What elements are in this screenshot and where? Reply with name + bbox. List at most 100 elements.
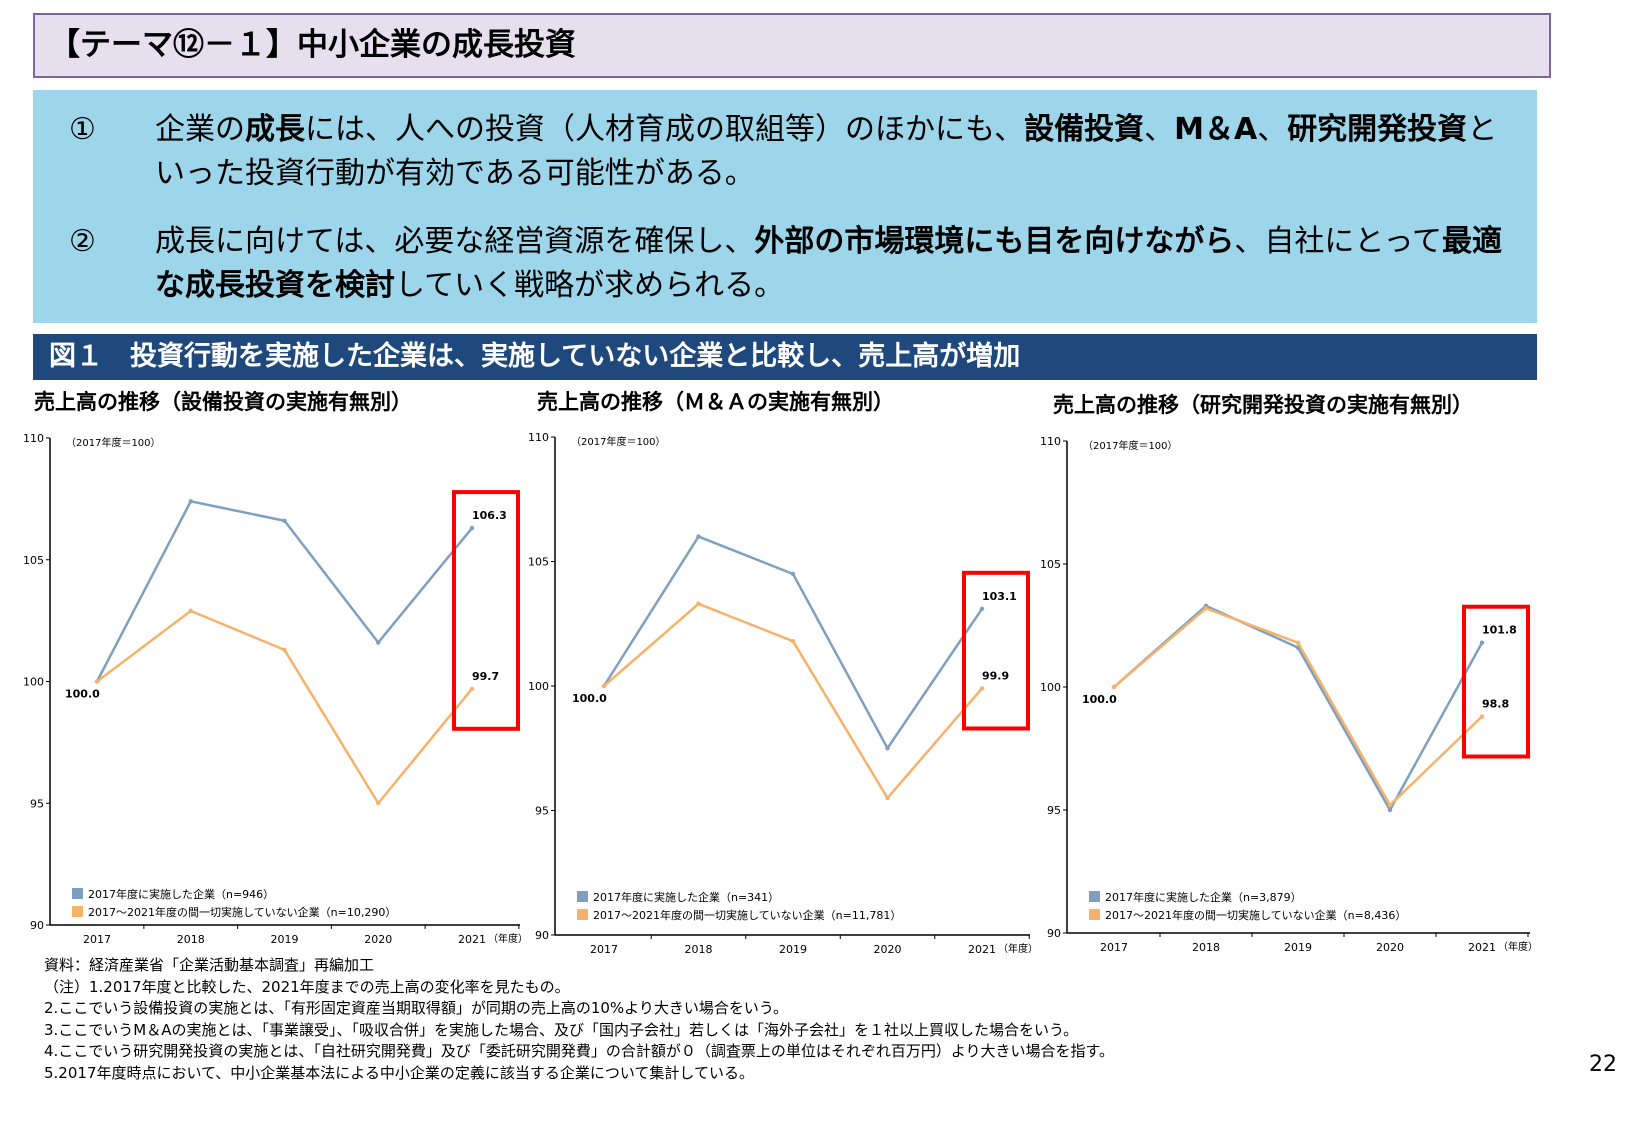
y-tick-label: 95 — [535, 805, 549, 818]
x-tick-label: 2020 — [1376, 941, 1404, 954]
chart-rd: 90 95 100 105 110 2017 2018 2019 2020 2021 （年度） （20… — [1040, 435, 1538, 954]
data-point — [885, 795, 890, 801]
x-tick-label: 2018 — [685, 943, 713, 956]
data-point — [1479, 640, 1485, 645]
emphasis-text: 研究開発投資 — [1287, 112, 1468, 147]
data-point — [979, 686, 985, 691]
point-text: 成長に向けては、必要な経営資源を確保し、外部の市場環境にも目を向けながら、自社に… — [155, 220, 1509, 308]
data-point — [979, 606, 985, 612]
x-unit-label: （年度） — [998, 942, 1038, 955]
data-label-start: 100.0 — [1082, 693, 1117, 706]
text-segment: には、人への投資（人材育成の取組等）のほかにも、 — [305, 112, 1025, 147]
legend-label-2: 2017～2021年度の間一切実施していない企業（n=8,436） — [1105, 908, 1406, 922]
text-segment: 成長に向けては、必要な経営資源を確保し、 — [155, 224, 755, 259]
x-unit-label: （年度） — [488, 932, 528, 945]
unit-note: （2017年度＝100） — [66, 436, 161, 449]
x-tick-label: 2020 — [874, 943, 902, 956]
highlight-box — [1462, 604, 1530, 759]
data-label-start: 100.0 — [65, 688, 100, 701]
legend-swatch-2 — [577, 909, 588, 920]
data-point — [376, 801, 381, 806]
y-tick-label: 95 — [30, 797, 44, 810]
data-point — [1387, 807, 1393, 813]
legend-swatch-2 — [72, 906, 83, 917]
highlight-box — [962, 570, 1030, 731]
x-unit-label: （年度） — [1498, 940, 1538, 953]
data-label-end-2: 98.8 — [1482, 698, 1509, 711]
data-label-end-1: 101.8 — [1482, 624, 1517, 637]
data-point — [376, 640, 381, 645]
data-label-end-2: 99.9 — [982, 669, 1009, 682]
data-point — [1295, 640, 1301, 645]
x-tick-label: 2017 — [590, 943, 618, 956]
data-point — [1111, 684, 1117, 690]
data-point — [282, 647, 287, 653]
summary-point-1: ① 企業の成長には、人への投資（人材育成の取組等）のほかにも、設備投資、M＆A、研… — [69, 108, 1509, 196]
text-segment: といった投資行動が有効である可能性がある。 — [155, 112, 1498, 191]
data-point — [601, 683, 607, 689]
legend-label-2: 2017～2021年度の間一切実施していない企業（n=11,781） — [593, 908, 901, 922]
legend-swatch-1 — [577, 891, 588, 902]
data-label-end-1: 103.1 — [982, 590, 1017, 603]
series-line-1 — [95, 499, 473, 683]
y-tick-label: 90 — [1047, 927, 1061, 940]
y-tick-label: 110 — [528, 431, 549, 444]
series-line-2 — [603, 602, 983, 801]
data-point — [885, 746, 890, 751]
data-point — [188, 499, 193, 504]
emphasis-text: M＆A — [1174, 112, 1258, 147]
x-tick-label: 2019 — [1284, 941, 1312, 954]
data-point — [282, 518, 287, 523]
note-4: 4.ここでいう研究開発投資の実施とは、「自社研究開発費」及び「委託研究開発費」の… — [44, 1042, 1115, 1060]
summary-point-2: ② 成長に向けては、必要な経営資源を確保し、外部の市場環境にも目を向けながら、自社… — [69, 220, 1509, 308]
page-title: 【テーマ⑫－１】中小企業の成長投資 — [33, 13, 1551, 78]
text-segment: 、自社にとって — [1234, 224, 1443, 259]
y-tick-label: 100 — [1040, 681, 1061, 694]
chart-title-2: 売上高の推移（Ｍ＆Ａの実施有無別） — [537, 390, 894, 414]
data-point — [469, 686, 475, 692]
legend-label-1: 2017年度に実施した企業（n=946） — [88, 887, 274, 901]
note-1: （注）1.2017年度と比較した、2021年度までの売上高の変化率を見たもの。 — [44, 977, 570, 996]
y-tick-label: 110 — [23, 432, 44, 445]
y-tick-label: 100 — [528, 680, 549, 693]
y-tick-label: 95 — [1047, 804, 1061, 817]
x-tick-label: 2017 — [83, 933, 111, 946]
point-number: ① — [69, 112, 96, 147]
series-line-2 — [96, 609, 473, 806]
x-tick-label: 2018 — [1192, 941, 1220, 954]
data-point — [696, 601, 701, 607]
chart-title-1: 売上高の推移（設備投資の実施有無別） — [34, 390, 412, 414]
y-tick-label: 105 — [528, 556, 549, 569]
legend-label-2: 2017～2021年度の間一切実施していない企業（n=10,290） — [88, 905, 396, 919]
figure-title: 図１ 投資行動を実施した企業は、実施していない企業と比較し、売上高が増加 — [33, 334, 1537, 380]
data-point — [1203, 606, 1209, 611]
y-tick-label: 105 — [23, 554, 44, 567]
point-number: ② — [69, 224, 96, 259]
data-point — [1479, 714, 1485, 719]
x-tick-label: 2017 — [1100, 941, 1128, 954]
data-label-end-2: 99.7 — [472, 670, 499, 683]
y-tick-label: 110 — [1040, 435, 1061, 448]
summary-box: ① 企業の成長には、人への投資（人材育成の取組等）のほかにも、設備投資、M＆A、研… — [33, 90, 1537, 323]
data-point — [696, 534, 701, 539]
legend-swatch-1 — [72, 888, 83, 899]
series-line-1 — [1113, 604, 1484, 813]
emphasis-text: 成長 — [245, 112, 305, 147]
y-tick-label: 105 — [1040, 558, 1061, 571]
data-point — [790, 571, 796, 577]
data-label-end-1: 106.3 — [472, 509, 507, 522]
data-point — [94, 679, 100, 684]
data-point — [188, 608, 193, 614]
data-point — [790, 638, 796, 644]
chart-capex: 90 95 100 105 110 2017 2018 2019 2020 2021 （年度） （20… — [23, 432, 528, 946]
x-tick-label: 2018 — [177, 933, 205, 946]
text-segment: 、 — [1144, 112, 1175, 147]
x-tick-label: 2021 — [458, 933, 486, 946]
note-2: 2.ここでいう設備投資の実施とは、「有形固定資産当期取得額」が同期の売上高の10… — [44, 999, 788, 1017]
data-label-start: 100.0 — [572, 692, 607, 705]
y-tick-label: 90 — [535, 929, 549, 942]
chart-title-3: 売上高の推移（研究開発投資の実施有無別） — [1053, 393, 1473, 417]
y-tick-label: 90 — [30, 919, 44, 932]
x-tick-label: 2019 — [779, 943, 807, 956]
note-5: 5.2017年度時点において、中小企業基本法による中小企業の定義に該当する企業に… — [44, 1063, 754, 1082]
